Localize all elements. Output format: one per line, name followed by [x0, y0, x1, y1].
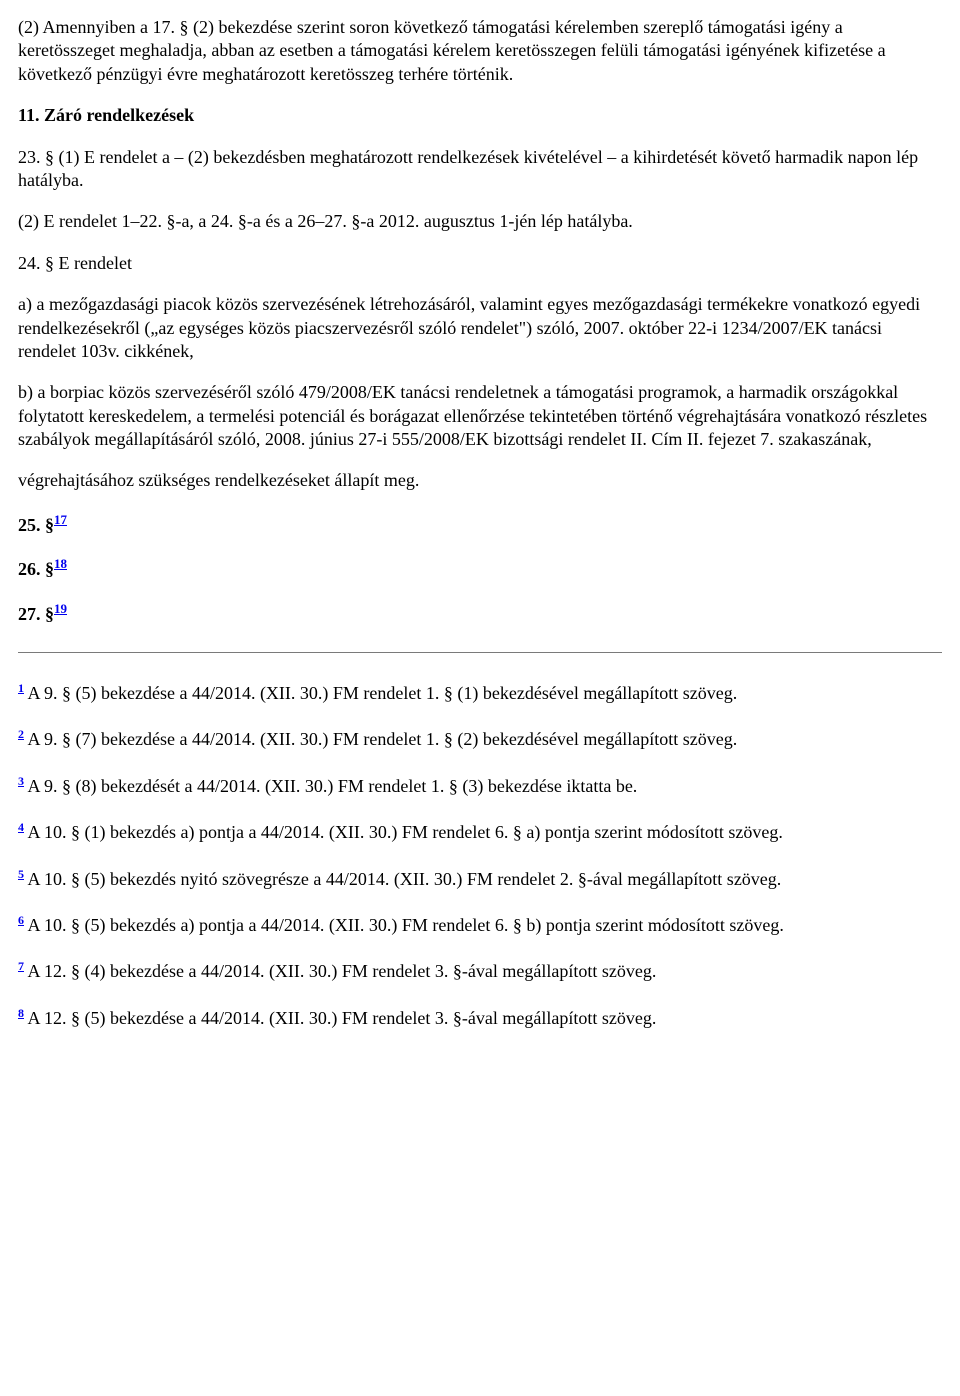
footnote-8: 8 A 12. § (5) bekezdése a 44/2014. (XII.… — [18, 1004, 942, 1030]
paragraph-24-b: b) a borpiac közös szervezéséről szóló 4… — [18, 381, 942, 451]
footnotes-block: 1 A 9. § (5) bekezdése a 44/2014. (XII. … — [18, 679, 942, 1030]
footnote-text: A 10. § (5) bekezdés a) pontja a 44/2014… — [24, 915, 784, 935]
footnote-3: 3 A 9. § (8) bekezdését a 44/2014. (XII.… — [18, 772, 942, 798]
section-27: 27. §19 — [18, 600, 942, 626]
footnote-2: 2 A 9. § (7) bekezdése a 44/2014. (XII. … — [18, 725, 942, 751]
footnote-text: A 9. § (8) bekezdését a 44/2014. (XII. 3… — [24, 776, 637, 796]
footnote-text: A 9. § (7) bekezdése a 44/2014. (XII. 30… — [24, 729, 737, 749]
section-25-label: 25. § — [18, 515, 54, 535]
paragraph-23-1: 23. § (1) E rendelet a – (2) bekezdésben… — [18, 146, 942, 193]
section-26: 26. §18 — [18, 555, 942, 581]
footnote-5: 5 A 10. § (5) bekezdés nyitó szövegrésze… — [18, 865, 942, 891]
paragraph-2-amennyiben: (2) Amennyiben a 17. § (2) bekezdése sze… — [18, 16, 942, 86]
section-25: 25. §17 — [18, 511, 942, 537]
paragraph-24-lead: 24. § E rendelet — [18, 252, 942, 275]
paragraph-24-a: a) a mezőgazdasági piacok közös szervezé… — [18, 293, 942, 363]
footnote-ref-19[interactable]: 19 — [54, 601, 67, 616]
footnote-text: A 10. § (5) bekezdés nyitó szövegrésze a… — [24, 869, 781, 889]
footnote-6: 6 A 10. § (5) bekezdés a) pontja a 44/20… — [18, 911, 942, 937]
footnote-text: A 12. § (4) bekezdése a 44/2014. (XII. 3… — [24, 961, 656, 981]
footnote-text: A 10. § (1) bekezdés a) pontja a 44/2014… — [24, 822, 783, 842]
footnote-ref-17[interactable]: 17 — [54, 512, 67, 527]
footnote-ref-18[interactable]: 18 — [54, 556, 67, 571]
section-27-label: 27. § — [18, 604, 54, 624]
heading-11-zaro-rendelkezesek: 11. Záró rendelkezések — [18, 104, 942, 127]
footnote-separator — [18, 652, 942, 653]
paragraph-24-tail: végrehajtásához szükséges rendelkezéseke… — [18, 469, 942, 492]
footnote-1: 1 A 9. § (5) bekezdése a 44/2014. (XII. … — [18, 679, 942, 705]
footnote-4: 4 A 10. § (1) bekezdés a) pontja a 44/20… — [18, 818, 942, 844]
footnote-7: 7 A 12. § (4) bekezdése a 44/2014. (XII.… — [18, 957, 942, 983]
paragraph-23-2: (2) E rendelet 1–22. §-a, a 24. §-a és a… — [18, 210, 942, 233]
section-26-label: 26. § — [18, 559, 54, 579]
footnote-text: A 9. § (5) bekezdése a 44/2014. (XII. 30… — [24, 683, 737, 703]
footnote-text: A 12. § (5) bekezdése a 44/2014. (XII. 3… — [24, 1008, 656, 1028]
